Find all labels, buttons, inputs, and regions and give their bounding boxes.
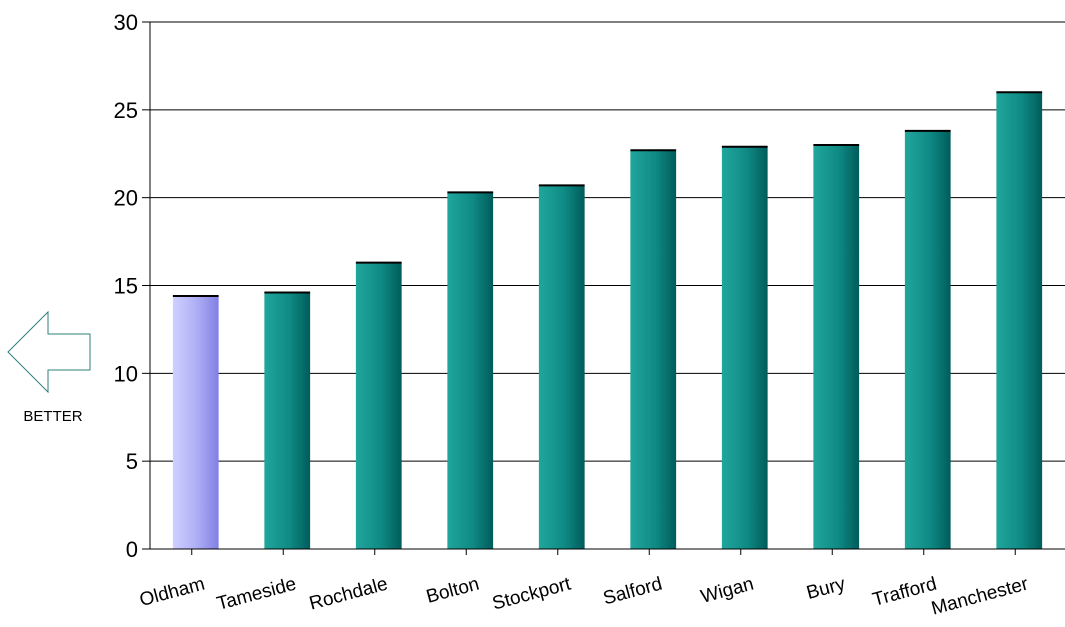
bar-stockport bbox=[538, 185, 585, 549]
bar-rochdale bbox=[355, 262, 402, 549]
bar-bury bbox=[813, 144, 860, 549]
y-tick-label: 30 bbox=[114, 10, 138, 35]
x-tick-label: Bury bbox=[804, 573, 848, 604]
better-label: BETTER bbox=[23, 408, 83, 425]
x-tick-label: Trafford bbox=[870, 574, 939, 611]
y-axis-ticks: 0 5 10 15 20 25 30 bbox=[114, 10, 150, 562]
bars bbox=[172, 91, 1043, 550]
y-tick-label: 0 bbox=[126, 537, 138, 562]
x-tick-label: Tameside bbox=[215, 574, 299, 615]
left-arrow-icon bbox=[7, 310, 91, 394]
x-tick-label: Wigan bbox=[699, 574, 756, 608]
bar-bolton bbox=[447, 192, 494, 549]
x-tick-label: Oldham bbox=[137, 574, 207, 612]
axes bbox=[149, 22, 1065, 550]
y-tick-label: 20 bbox=[114, 186, 138, 211]
bar-manchester bbox=[996, 92, 1043, 550]
bar-tameside bbox=[264, 292, 311, 549]
bar-trafford bbox=[904, 130, 951, 549]
x-tick-label: Rochdale bbox=[307, 574, 390, 615]
x-tick-label: Manchester bbox=[929, 573, 1031, 619]
bar-oldham bbox=[172, 296, 219, 549]
x-axis-labels: Oldham Tameside Rochdale Bolton Stockport Sal… bbox=[137, 549, 1031, 620]
y-tick-label: 10 bbox=[114, 361, 138, 386]
y-tick-label: 25 bbox=[114, 98, 138, 123]
y-tick-label: 15 bbox=[114, 274, 138, 299]
y-tick-label: 5 bbox=[126, 449, 138, 474]
bar-salford bbox=[630, 150, 677, 549]
x-tick-label: Salford bbox=[601, 574, 665, 610]
x-tick-label: Stockport bbox=[490, 573, 574, 614]
bar-wigan bbox=[721, 146, 768, 549]
x-tick-label: Bolton bbox=[424, 574, 481, 608]
